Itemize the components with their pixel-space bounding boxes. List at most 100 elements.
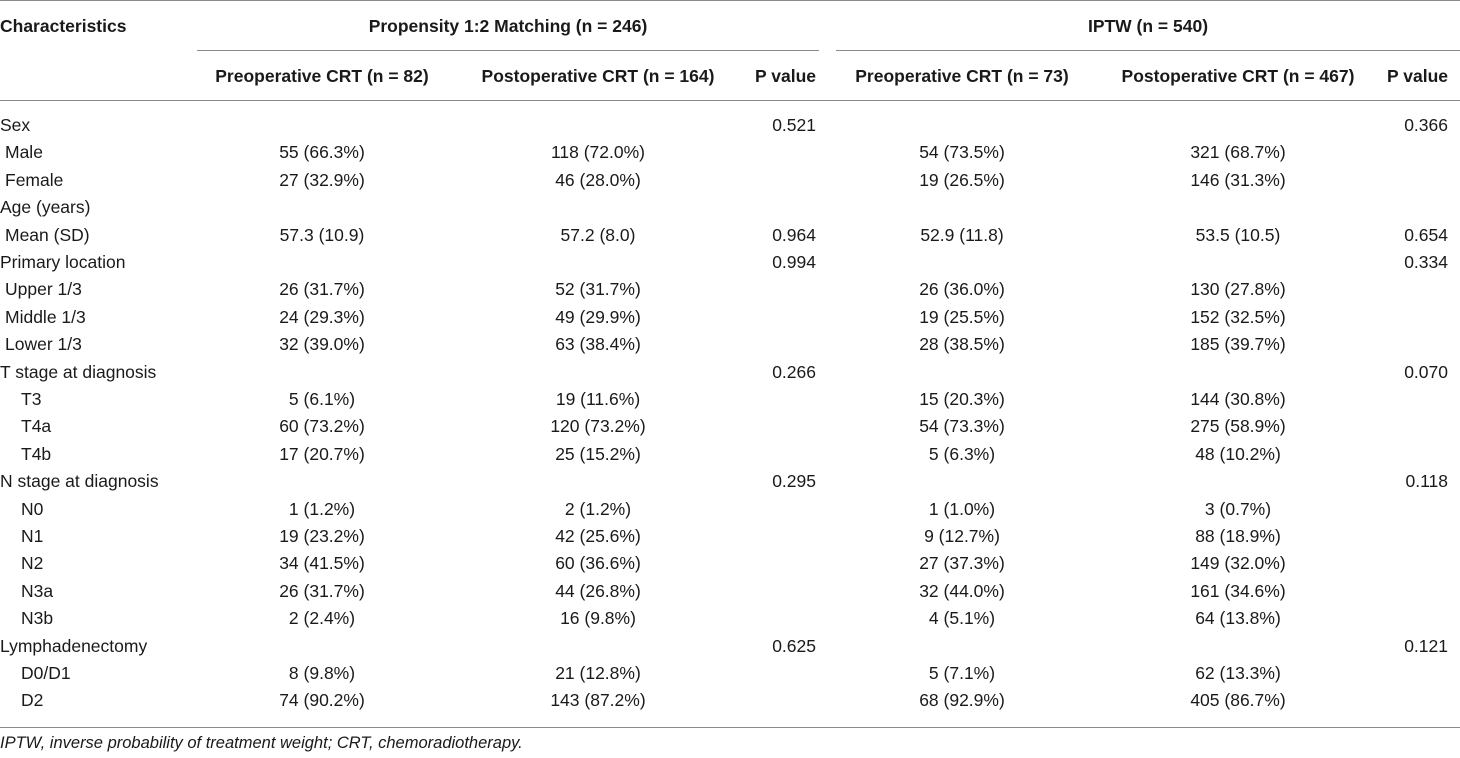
col-header-preop-iptw: Preoperative CRT (n = 73)	[855, 66, 1069, 86]
table-cell: 52.9 (11.8)	[920, 224, 1004, 245]
table-cell: 54 (73.5%)	[919, 142, 1005, 163]
table-cell: 62 (13.3%)	[1195, 663, 1281, 683]
top-rule	[0, 0, 1460, 1]
header-group-propensity: Propensity 1:2 Matching (n = 246)	[368, 16, 648, 36]
table-cell: 0.994	[772, 252, 816, 272]
row-label: N0	[21, 498, 44, 519]
row-label: N1	[21, 526, 44, 546]
table-cell: 32 (44.0%)	[919, 580, 1005, 601]
table-cell: 15 (20.3%)	[919, 389, 1005, 409]
table-cell: 46 (28.0%)	[555, 169, 641, 190]
table-cell: 27 (37.3%)	[919, 553, 1005, 574]
table-cell: 53.5 (10.5)	[1195, 224, 1281, 245]
table-cell: 42 (25.6%)	[555, 526, 641, 546]
table-cell: 19 (26.5%)	[919, 169, 1005, 190]
table-cell: 0.266	[772, 361, 816, 382]
table-cell: 4 (5.1%)	[928, 608, 996, 629]
col-header-preop-psm: Preoperative CRT (n = 82)	[215, 66, 429, 86]
table-cell: 185 (39.7%)	[1190, 334, 1286, 355]
header-group-iptw: IPTW (n = 540)	[1087, 16, 1209, 36]
table-cell: 146 (31.3%)	[1190, 169, 1286, 190]
col-header-pvalue-iptw: P value	[1387, 66, 1448, 86]
table-cell: 60 (73.2%)	[279, 416, 365, 437]
table-cell: 0.625	[772, 635, 816, 656]
row-label: D2	[21, 690, 44, 711]
table-cell: 8 (9.8%)	[288, 663, 356, 683]
table-cell: 34 (41.5%)	[279, 553, 365, 574]
row-label: N2	[21, 553, 44, 574]
group2-underline	[836, 50, 1460, 51]
row-label: Upper 1/3	[5, 279, 82, 300]
row-label: Male	[5, 142, 43, 163]
row-label: T4a	[21, 416, 52, 437]
table-cell: 144 (30.8%)	[1190, 389, 1286, 409]
col-header-postop-psm: Postoperative CRT (n = 164)	[481, 66, 715, 86]
table-cell: 0.654	[1404, 224, 1448, 245]
table-cell: 5 (7.1%)	[928, 663, 996, 683]
table-cell: 49 (29.9%)	[555, 306, 641, 327]
table-cell: 60 (36.6%)	[555, 553, 641, 574]
table-cell: 16 (9.8%)	[560, 608, 636, 629]
table-cell: 149 (32.0%)	[1190, 553, 1286, 574]
table-cell: 26 (36.0%)	[919, 279, 1005, 300]
row-label: Middle 1/3	[5, 306, 86, 327]
table-cell: 143 (87.2%)	[550, 690, 646, 711]
table-cell: 44 (26.8%)	[555, 580, 641, 601]
table-cell: 26 (31.7%)	[279, 580, 365, 601]
table-cell: 0.118	[1405, 471, 1449, 492]
table-cell: 2 (1.2%)	[564, 498, 632, 519]
table-footnote: IPTW, inverse probability of treatment w…	[0, 734, 523, 752]
row-label: Sex	[0, 115, 31, 135]
table-cell: 19 (23.2%)	[279, 526, 365, 546]
table-cell: 2 (2.4%)	[288, 608, 356, 629]
row-label: Lower 1/3	[5, 334, 82, 355]
row-label: Lymphadenectomy	[0, 635, 148, 656]
table-cell: 24 (29.3%)	[279, 306, 365, 327]
table-cell: 27 (32.9%)	[279, 169, 365, 190]
col-header-postop-iptw: Postoperative CRT (n = 467)	[1121, 66, 1355, 86]
table-cell: 321 (68.7%)	[1190, 142, 1286, 163]
table-cell: 118 (72.0%)	[550, 142, 646, 163]
table-bottom-rule	[0, 727, 1460, 728]
table-cell: 5 (6.1%)	[288, 389, 356, 409]
table-cell: 26 (31.7%)	[279, 279, 365, 300]
table-cell: 0.964	[772, 224, 816, 245]
table-cell: 0.121	[1404, 635, 1448, 656]
table-cell: 9 (12.7%)	[924, 526, 1000, 546]
header-characteristics: Characteristics	[0, 16, 127, 36]
table-cell: 74 (90.2%)	[279, 690, 365, 711]
row-label: T stage at diagnosis	[0, 361, 157, 382]
col-header-pvalue-psm: P value	[755, 66, 816, 86]
table-cell: 48 (10.2%)	[1195, 443, 1281, 464]
table-cell: 68 (92.9%)	[919, 690, 1005, 711]
group1-underline	[197, 50, 819, 51]
table-cell: 275 (58.9%)	[1190, 416, 1286, 437]
table-cell: 5 (6.3%)	[928, 443, 996, 464]
table-cell: 54 (73.3%)	[919, 416, 1005, 437]
table-cell: 63 (38.4%)	[555, 334, 641, 355]
table-cell: 19 (25.5%)	[919, 306, 1005, 327]
table-cell: 52 (31.7%)	[555, 279, 641, 300]
table-cell: 21 (12.8%)	[555, 663, 641, 683]
row-label: N3a	[21, 580, 54, 601]
table-cell: 0.334	[1404, 252, 1448, 272]
row-label: Primary location	[0, 252, 126, 272]
table-cell: 64 (13.8%)	[1195, 608, 1281, 629]
table-cell: 88 (18.9%)	[1195, 526, 1281, 546]
table-cell: 1 (1.0%)	[928, 498, 996, 519]
table-cell: 17 (20.7%)	[279, 443, 365, 464]
table-cell: 28 (38.5%)	[919, 334, 1005, 355]
table-cell: 32 (39.0%)	[279, 334, 365, 355]
table-cell: 3 (0.7%)	[1204, 498, 1272, 519]
table-cell: 19 (11.6%)	[555, 389, 641, 409]
table-cell: 0.366	[1404, 115, 1448, 135]
row-label: T4b	[21, 443, 52, 464]
row-label: Mean (SD)	[5, 224, 90, 245]
table-cell: 55 (66.3%)	[279, 142, 365, 163]
row-label: Age (years)	[0, 197, 91, 218]
table-cell: 152 (32.5%)	[1190, 306, 1286, 327]
table-cell: 161 (34.6%)	[1190, 580, 1286, 601]
row-label: N3b	[21, 608, 54, 629]
row-label: N stage at diagnosis	[0, 471, 159, 492]
table-cell: 120 (73.2%)	[550, 416, 646, 437]
